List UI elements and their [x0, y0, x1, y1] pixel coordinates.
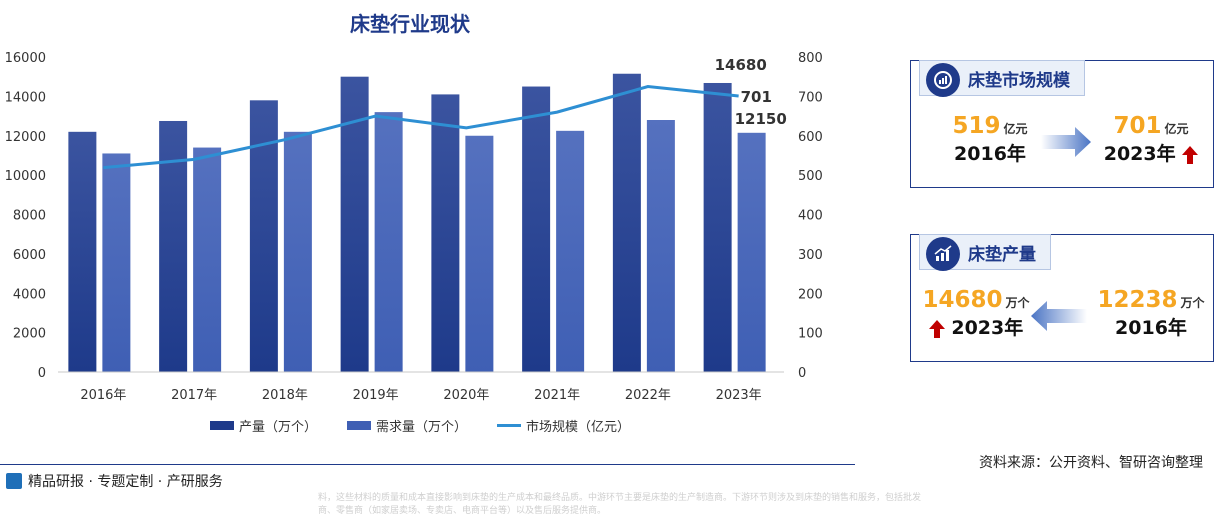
y-left-tick-label: 10000	[5, 169, 46, 184]
left-arrow-icon	[1031, 299, 1087, 337]
y-left-tick-label: 0	[38, 366, 46, 381]
data-label-output: 14680	[715, 56, 767, 74]
market-size-card: 床垫市场规模 519 亿元 2016年 701 亿元 2023年	[910, 60, 1214, 188]
footer-divider	[0, 464, 855, 465]
output-from-stat: 12238 万个 2016年	[1091, 287, 1211, 340]
output-card-header: 床垫产量	[919, 234, 1051, 271]
combo-chart: 0 2000 4000 6000 8000 10000 12000 14000 16000 0 10…	[5, 51, 823, 403]
output-to-year: 2023年	[951, 317, 1024, 339]
legend: 产量（万个） 需求量（万个） 市场规模（亿元）	[210, 416, 630, 435]
bar-demand	[283, 131, 312, 372]
legend-item-output: 产量（万个）	[210, 416, 317, 435]
output-to-stat: 14680 万个 2023年	[917, 287, 1035, 340]
legend-label-market: 市场规模（亿元）	[526, 420, 631, 435]
y-right-tick-label: 600	[798, 130, 823, 145]
bar-demand	[102, 153, 131, 372]
y-right-tick-label: 800	[798, 51, 823, 66]
output-to-value: 14680	[922, 287, 1003, 313]
data-label-demand: 12150	[735, 110, 787, 128]
y-right-tick-label: 300	[798, 248, 823, 263]
source-note: 资料来源：公开资料、智研咨询整理	[979, 455, 1203, 471]
y-right-tick-label: 0	[798, 366, 806, 381]
output-from-unit: 万个	[1180, 296, 1205, 310]
bar-output	[431, 94, 460, 372]
y-right-tick-label: 400	[798, 209, 823, 224]
output-from-year: 2016年	[1115, 317, 1187, 339]
bar-demand	[465, 135, 494, 372]
y-left-tick-label: 6000	[13, 248, 46, 263]
bar-demand	[737, 132, 766, 372]
brand-logo-icon	[6, 473, 22, 489]
y-right-tick-label: 100	[798, 327, 823, 342]
legend-label-output: 产量（万个）	[239, 420, 318, 435]
output-to-unit: 万个	[1005, 296, 1030, 310]
legend-item-demand: 需求量（万个）	[347, 416, 467, 435]
x-tick-label: 2020年	[443, 388, 489, 403]
bar-demand	[646, 120, 675, 372]
chart-circle-icon	[926, 63, 960, 97]
x-tick-label: 2016年	[80, 388, 126, 403]
x-tick-label: 2017年	[171, 388, 217, 403]
y-left-tick-label: 8000	[13, 209, 46, 224]
footer-text: 精品研报 · 专题定制 · 产研服务	[28, 474, 223, 490]
output-card: 床垫产量 14680 万个 2023年 12238 万个 2016年	[910, 234, 1214, 362]
y-left-tick-label: 16000	[5, 51, 46, 66]
x-tick-label: 2018年	[262, 388, 308, 403]
y-right-tick-label: 700	[798, 90, 823, 105]
output-from-value: 12238	[1097, 287, 1178, 313]
legend-label-demand: 需求量（万个）	[376, 420, 468, 435]
right-arrow-icon	[1041, 125, 1091, 163]
market-from-unit: 亿元	[1003, 122, 1028, 136]
data-label-market: 701	[741, 88, 772, 106]
footer-tagline: 精品研报 · 专题定制 · 产研服务	[6, 471, 223, 491]
y-left-tick-label: 12000	[5, 130, 46, 145]
market-size-line	[103, 85, 739, 170]
up-arrow-icon	[1182, 145, 1199, 164]
bar-demand	[193, 147, 222, 372]
market-to-stat: 701 亿元 2023年	[1101, 113, 1201, 166]
market-from-stat: 519 亿元 2016年	[935, 113, 1045, 166]
y-right-tick-label: 200	[798, 287, 823, 302]
bar-output	[159, 120, 188, 372]
legend-item-market: 市场规模（亿元）	[497, 416, 630, 435]
bar-demand	[374, 112, 403, 372]
x-tick-label: 2023年	[716, 388, 762, 403]
market-size-card-header: 床垫市场规模	[919, 60, 1085, 97]
x-tick-label: 2019年	[353, 388, 399, 403]
up-arrow-icon	[928, 319, 945, 338]
bar-demand	[556, 130, 585, 372]
y-right-tick-label: 500	[798, 169, 823, 184]
y-left-tick-label: 2000	[13, 327, 46, 342]
bar-output	[68, 131, 97, 372]
chart-title: 床垫行业现状	[350, 12, 470, 36]
bar-output	[612, 73, 641, 372]
y-left-tick-label: 14000	[5, 90, 46, 105]
x-tick-label: 2021年	[534, 388, 580, 403]
x-tick-label: 2022年	[625, 388, 671, 403]
bar-trend-icon	[926, 237, 960, 271]
market-to-unit: 亿元	[1164, 122, 1189, 136]
market-size-title: 床垫市场规模	[968, 70, 1070, 91]
output-title: 床垫产量	[968, 244, 1036, 265]
market-to-year: 2023年	[1103, 143, 1176, 165]
bar-output	[340, 76, 369, 372]
faint-background-text: 料，这些材料的质量和成本直接影响到床垫的生产成本和最终品质。中游环节主要是床垫的…	[318, 493, 922, 516]
market-from-value: 519	[952, 113, 1001, 139]
y-left-tick-label: 4000	[13, 287, 46, 302]
market-from-year: 2016年	[954, 143, 1026, 165]
bar-output	[703, 82, 732, 373]
market-to-value: 701	[1113, 113, 1162, 139]
bar-output	[522, 86, 551, 372]
